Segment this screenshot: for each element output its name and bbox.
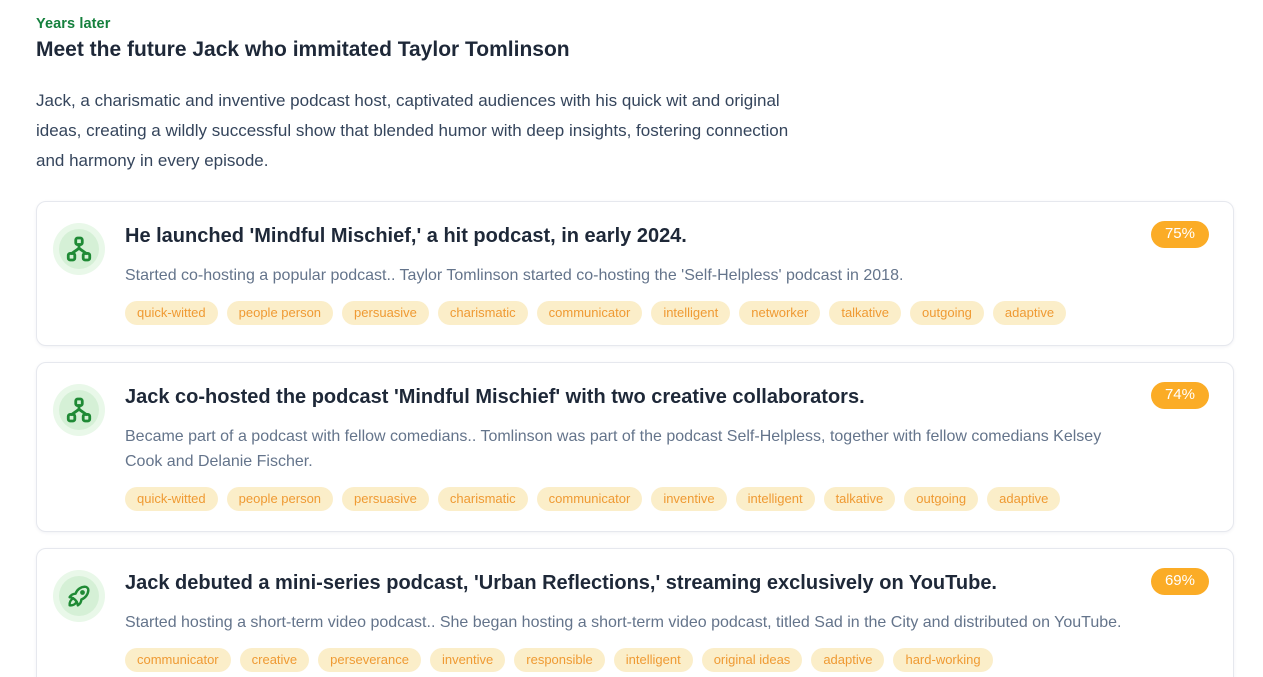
trait-tag: inventive — [429, 648, 506, 672]
trait-tag: quick-witted — [125, 487, 218, 511]
card-title: Jack debuted a mini-series podcast, 'Urb… — [125, 572, 997, 594]
trait-tag-list: quick-witted people person persuasive chari… — [125, 487, 1209, 511]
trait-tag: outgoing — [904, 487, 979, 511]
card-head: Jack co-hosted the podcast 'Mindful Misc… — [125, 382, 1209, 410]
trait-tag: persuasive — [342, 301, 429, 325]
trait-tag-list: communicator creative perseverance inventiv… — [125, 648, 1209, 672]
trait-tag: talkative — [829, 301, 902, 325]
trait-tag: quick-witted — [125, 301, 218, 325]
rocket-icon — [59, 576, 99, 616]
trait-tag: creative — [239, 648, 310, 672]
card-subtitle: Started hosting a short-term video podca… — [125, 614, 1122, 631]
trait-tag: adaptive — [811, 648, 885, 672]
event-card: Jack debuted a mini-series podcast, 'Urb… — [36, 548, 1234, 677]
trait-tag: intelligent — [651, 301, 731, 325]
trait-tag: networker — [739, 301, 821, 325]
trait-tag: communicator — [125, 648, 231, 672]
trait-tag: original ideas — [701, 648, 803, 672]
card-head: He launched 'Mindful Mischief,' a hit po… — [125, 221, 1209, 249]
match-percentage-badge: 74% — [1150, 382, 1209, 409]
card-icon-bubble — [53, 570, 105, 622]
trait-tag: people person — [226, 487, 334, 511]
trait-tag: adaptive — [987, 487, 1061, 511]
trait-tag: adaptive — [992, 301, 1067, 325]
trait-tag: hard-working — [893, 648, 993, 672]
hierarchy-icon — [59, 229, 99, 269]
card-head: Jack debuted a mini-series podcast, 'Urb… — [125, 568, 1209, 596]
event-card-list: He launched 'Mindful Mischief,' a hit po… — [36, 201, 1234, 677]
event-card: He launched 'Mindful Mischief,' a hit po… — [36, 201, 1234, 346]
card-subtitle: Started co-hosting a popular podcast.. T… — [125, 267, 904, 284]
card-body: Jack debuted a mini-series podcast, 'Urb… — [125, 568, 1209, 672]
card-icon-bubble — [53, 384, 105, 436]
trait-tag: persuasive — [342, 487, 429, 511]
card-body: He launched 'Mindful Mischief,' a hit po… — [125, 221, 1209, 325]
card-icon-bubble — [53, 223, 105, 275]
trait-tag: intelligent — [613, 648, 693, 672]
trait-tag-list: quick-witted people person persuasive chari… — [125, 301, 1209, 325]
trait-tag: perseverance — [318, 648, 421, 672]
page-title: Meet the future Jack who immitated Taylo… — [36, 38, 570, 61]
trait-tag: people person — [226, 301, 334, 325]
match-percentage-badge: 69% — [1150, 568, 1209, 595]
card-subtitle: Became part of a podcast with fellow com… — [125, 428, 1102, 470]
event-card: Jack co-hosted the podcast 'Mindful Misc… — [36, 362, 1234, 532]
trait-tag: responsible — [514, 648, 605, 672]
match-percentage-badge: 75% — [1150, 221, 1209, 248]
trait-tag: charismatic — [437, 487, 528, 511]
eyebrow-label: Years later — [36, 16, 111, 32]
hierarchy-icon — [59, 390, 99, 430]
card-title: Jack co-hosted the podcast 'Mindful Misc… — [125, 386, 865, 408]
trait-tag: talkative — [823, 487, 896, 511]
trait-tag: inventive — [651, 487, 727, 511]
trait-tag: charismatic — [437, 301, 528, 325]
card-body: Jack co-hosted the podcast 'Mindful Misc… — [125, 382, 1209, 511]
card-title: He launched 'Mindful Mischief,' a hit po… — [125, 225, 687, 247]
trait-tag: communicator — [536, 301, 643, 325]
intro-paragraph: Jack, a charismatic and inventive podcas… — [36, 91, 789, 170]
trait-tag: intelligent — [735, 487, 815, 511]
trait-tag: communicator — [536, 487, 643, 511]
trait-tag: outgoing — [910, 301, 984, 325]
